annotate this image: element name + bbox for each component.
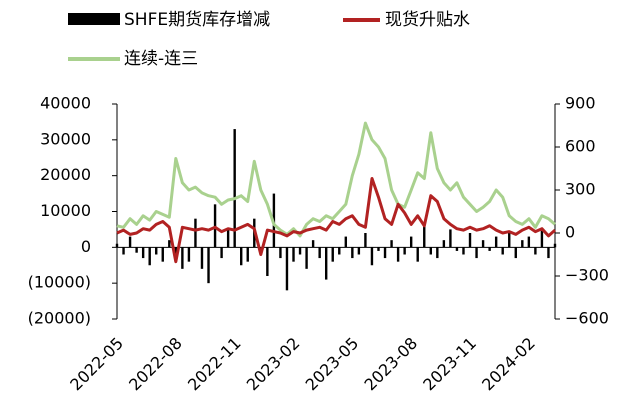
bar — [181, 247, 184, 269]
legend-swatch — [68, 13, 120, 25]
line — [116, 121, 556, 238]
x-tick-label: 2023-02 — [243, 334, 304, 395]
x-tick-label: 2022-05 — [66, 334, 127, 395]
bar — [370, 247, 374, 266]
bar — [468, 233, 472, 248]
bar — [442, 240, 446, 248]
bar — [521, 240, 524, 248]
bar — [475, 247, 478, 259]
bar — [338, 247, 341, 255]
bar — [409, 236, 413, 248]
x-tick-label: 2022-08 — [125, 334, 186, 395]
y-tick-label: (10000) — [28, 273, 91, 292]
bar — [527, 236, 531, 248]
bar — [501, 247, 504, 255]
y2-tick-label: 300 — [565, 180, 596, 199]
bar — [423, 225, 426, 248]
legend-label: 连续-连三 — [124, 49, 198, 69]
bar — [331, 247, 334, 262]
bar — [344, 236, 348, 248]
bar — [187, 247, 191, 262]
x-tick-label: 2023-05 — [302, 334, 363, 395]
bar — [481, 240, 485, 248]
bar — [174, 247, 178, 259]
bar — [416, 247, 419, 262]
bar — [200, 247, 204, 269]
y-tick-label: 40000 — [40, 94, 91, 113]
bar — [318, 247, 321, 259]
bar — [128, 236, 132, 248]
bar — [161, 247, 164, 262]
bar — [429, 247, 432, 255]
bar — [449, 229, 452, 248]
y-tick-label: 20000 — [40, 165, 91, 184]
bar — [324, 247, 328, 280]
legend-label: 现货升贴水 — [385, 10, 470, 30]
x-tick-label: 2024-02 — [478, 334, 539, 395]
bar — [514, 247, 517, 259]
bar — [390, 240, 393, 248]
bar — [403, 247, 406, 255]
bar — [455, 247, 459, 251]
bar — [155, 247, 158, 255]
bar — [226, 229, 230, 248]
y2-tick-label: 900 — [565, 94, 596, 113]
bar — [115, 243, 119, 248]
bar — [148, 247, 151, 266]
x-tick-label: 2022-11 — [184, 334, 245, 395]
bar — [488, 247, 491, 251]
bar — [351, 247, 354, 259]
bar — [383, 247, 387, 259]
bar — [135, 247, 138, 253]
bar — [233, 129, 236, 248]
x-tick-label: 2023-11 — [419, 334, 480, 395]
bar — [246, 247, 249, 262]
bar — [292, 247, 295, 262]
line — [116, 177, 556, 264]
bar — [240, 247, 243, 266]
bar — [311, 240, 315, 248]
bar — [207, 247, 210, 284]
bar — [279, 247, 282, 259]
bar — [298, 247, 302, 255]
bar — [357, 247, 361, 255]
bar — [285, 247, 289, 291]
bar — [494, 236, 498, 248]
bar — [141, 247, 145, 259]
bar — [122, 247, 125, 255]
bar — [364, 233, 367, 248]
bar — [540, 229, 544, 248]
bar — [553, 243, 557, 248]
bar — [534, 247, 537, 255]
y-tick-label: (20000) — [28, 309, 91, 328]
legend-label: SHFE期货库存增减 — [124, 10, 270, 30]
y-tick-label: 0 — [81, 237, 91, 256]
y2-tick-label: −300 — [565, 266, 609, 285]
bar — [168, 240, 171, 248]
bar — [305, 247, 308, 269]
bar — [462, 247, 465, 255]
y-tick-label: 30000 — [40, 129, 91, 148]
bar — [396, 247, 400, 262]
bar — [194, 218, 197, 248]
y2-tick-label: 600 — [565, 137, 596, 156]
y2-tick-label: −600 — [565, 309, 609, 328]
bar — [377, 247, 380, 251]
bar — [436, 247, 439, 259]
bar — [508, 233, 511, 248]
bar — [220, 247, 223, 259]
x-tick-label: 2023-08 — [360, 334, 421, 395]
y2-tick-label: 0 — [565, 223, 575, 242]
bar — [266, 247, 269, 276]
bar — [547, 247, 550, 259]
y-tick-label: 10000 — [40, 201, 91, 220]
